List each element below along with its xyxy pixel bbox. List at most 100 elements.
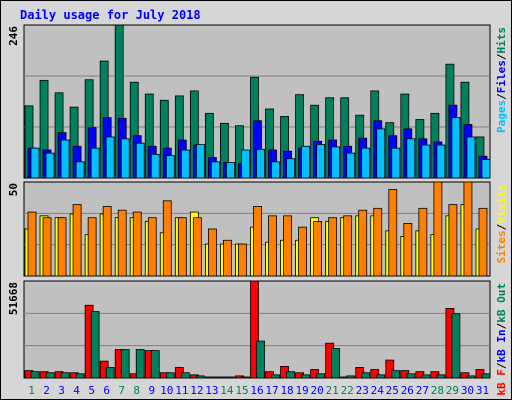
bar (331, 348, 341, 379)
bar (451, 117, 461, 179)
x-tick-label: 23 (356, 384, 369, 397)
bar (250, 280, 259, 379)
bar (238, 243, 247, 277)
bar (27, 211, 37, 277)
x-tick-label: 18 (280, 384, 293, 397)
legend-separator: / (495, 322, 508, 329)
bar (256, 148, 265, 179)
legend-separator: / (495, 93, 508, 100)
bar (460, 372, 470, 379)
bar (135, 142, 145, 179)
bar (180, 372, 190, 379)
x-tick-label: 10 (160, 384, 173, 397)
bar (343, 215, 353, 277)
bar (391, 370, 401, 379)
x-tick-label: 14 (220, 384, 234, 397)
bar (451, 313, 461, 379)
x-tick-label: 26 (401, 384, 414, 397)
bar (361, 147, 371, 179)
bar (481, 373, 491, 379)
bar (286, 371, 295, 379)
x-tick-label: 4 (73, 384, 80, 397)
x-tick-label: 29 (446, 384, 459, 397)
bar (147, 217, 157, 277)
legend: Sites/Visits (495, 184, 508, 264)
bar (135, 349, 145, 379)
bar (448, 204, 458, 277)
bar (105, 367, 115, 379)
y-tick-label: 51668 (7, 282, 20, 315)
bar (286, 158, 295, 179)
bar (105, 136, 115, 179)
legend-separator: / (495, 223, 508, 230)
bar (406, 373, 416, 379)
bar (180, 149, 190, 179)
x-tick-label: 13 (205, 384, 218, 397)
x-tick-label: 8 (133, 384, 140, 397)
bar (57, 217, 67, 277)
bar (418, 207, 428, 277)
bar (223, 239, 232, 277)
bar (120, 138, 130, 179)
bar (361, 372, 371, 379)
bar (241, 149, 250, 179)
bar (283, 215, 292, 277)
chart-title: Daily usage for July 2018 (20, 8, 201, 22)
bar (370, 369, 380, 379)
bar (195, 144, 205, 179)
x-tick-label: 22 (341, 384, 354, 397)
y-tick-label: 246 (7, 26, 20, 46)
legend-entry: kB In (495, 329, 508, 362)
x-tick-label: 20 (311, 384, 324, 397)
bar (207, 228, 217, 277)
bar (226, 162, 235, 179)
x-tick-label: 5 (88, 384, 95, 397)
bar (466, 136, 476, 179)
x-tick-label: 28 (431, 384, 444, 397)
bar (388, 189, 398, 277)
bar (301, 374, 310, 379)
x-tick-label: 15 (235, 384, 248, 397)
bar (421, 144, 431, 179)
legend: kB F/kB In/kB Out (495, 283, 508, 396)
bar (150, 153, 160, 179)
bar (271, 374, 280, 379)
bar (376, 374, 386, 379)
x-tick-label: 27 (416, 384, 429, 397)
bar (90, 147, 100, 179)
x-tick-label: 6 (103, 384, 110, 397)
bar (328, 217, 338, 277)
x-tick-label: 19 (295, 384, 308, 397)
bar (271, 161, 280, 179)
bar (165, 372, 175, 379)
bar (256, 340, 265, 379)
x-tick-label: 2 (43, 384, 50, 397)
bar (385, 359, 395, 379)
bar (210, 376, 220, 379)
bar (391, 147, 401, 179)
x-tick-label: 17 (265, 384, 278, 397)
bar (301, 145, 310, 179)
legend-entry: Hits (495, 27, 508, 54)
x-tick-label: 7 (118, 384, 125, 397)
x-tick-label: 21 (326, 384, 339, 397)
bar (253, 206, 262, 277)
bar (45, 372, 55, 379)
bar (75, 373, 85, 379)
bar (481, 158, 491, 179)
x-tick-label: 30 (461, 384, 474, 397)
bar (268, 215, 277, 277)
bar (403, 222, 413, 277)
bar (102, 206, 112, 277)
bar (210, 161, 220, 179)
x-tick-label: 11 (175, 384, 188, 397)
bar (30, 371, 40, 379)
x-tick-label: 16 (250, 384, 263, 397)
bar (117, 209, 127, 277)
bar (436, 374, 446, 379)
bar (150, 350, 160, 379)
x-tick-label: 3 (58, 384, 65, 397)
bar (165, 155, 175, 179)
bar (298, 226, 307, 277)
